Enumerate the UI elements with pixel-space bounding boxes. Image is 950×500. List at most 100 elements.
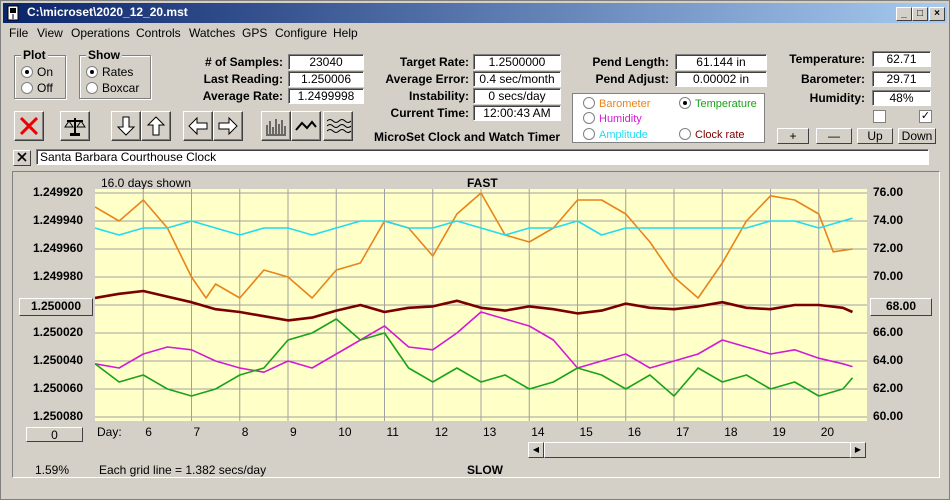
right-arrow-icon <box>218 116 238 136</box>
humidity-field: 48% <box>872 90 931 106</box>
histogram-button[interactable] <box>261 111 291 141</box>
center-right-value[interactable]: 68.00 <box>870 298 932 316</box>
shift-up-button[interactable]: Up <box>857 128 893 144</box>
wave-button[interactable] <box>323 111 353 141</box>
zoom-out-button[interactable]: — <box>816 128 852 144</box>
menu-view[interactable]: View <box>37 26 63 40</box>
center-left-value[interactable]: 1.250000 <box>19 298 93 316</box>
legend-temperature-label: Temperature <box>695 98 757 110</box>
left-axis-tick-label: 1.249980 <box>32 269 83 283</box>
window-title: C:\microset\2020_12_20.mst <box>27 5 188 19</box>
chart-panel <box>12 171 940 478</box>
left-axis-tick-label: 1.250080 <box>32 409 83 423</box>
menu-bar: File View Operations Controls Watches GP… <box>3 24 947 42</box>
average-rate-label: Average Rate: <box>202 89 283 103</box>
legend-barometer-label: Barometer <box>599 98 651 110</box>
menu-watches[interactable]: Watches <box>189 26 236 40</box>
menu-operations[interactable]: Operations <box>71 26 130 40</box>
legend-humidity-label: Humidity <box>599 113 642 125</box>
pend-adjust-field: 0.00002 in <box>675 71 767 87</box>
temperature-label: Temperature: <box>789 52 865 66</box>
legend-barometer-radio[interactable]: Barometer <box>583 97 650 110</box>
line-graph-button[interactable] <box>291 111 321 141</box>
series-legend: Barometer Temperature Humidity Amplitude… <box>572 93 765 143</box>
plot-on-radio[interactable]: On <box>21 65 53 79</box>
radio-icon <box>583 112 595 124</box>
menu-file[interactable]: File <box>9 26 29 40</box>
current-time-label: Current Time: <box>390 106 469 120</box>
clear-name-button[interactable] <box>13 150 31 166</box>
day-tick-label: 17 <box>676 425 690 439</box>
samples-field: 23040 <box>288 54 364 70</box>
option-checkbox-1[interactable] <box>873 110 886 123</box>
legend-clock-rate-radio[interactable]: Clock rate <box>679 128 745 141</box>
app-icon <box>7 5 19 21</box>
close-window-button[interactable]: × <box>929 7 945 21</box>
menu-gps[interactable]: GPS <box>242 26 268 40</box>
plot-off-label: Off <box>37 81 53 95</box>
plot-off-radio[interactable]: Off <box>21 81 53 95</box>
up-arrow-icon <box>146 116 166 136</box>
average-error-label: Average Error: <box>385 72 469 86</box>
zoom-in-button[interactable]: + <box>777 128 809 144</box>
scroll-right-arrow-icon[interactable]: ▶ <box>850 442 866 458</box>
left-arrow-icon <box>188 116 208 136</box>
balance-button[interactable] <box>60 111 90 141</box>
left-axis-tick-label: 1.250020 <box>32 325 83 339</box>
left-axis-tick-label: 1.250060 <box>32 381 83 395</box>
grid-note: Each grid line = 1.382 secs/day <box>99 463 267 477</box>
series-line-barometer <box>95 192 853 299</box>
scroll-right-button[interactable] <box>213 111 243 141</box>
target-rate-field: 1.2500000 <box>473 54 561 70</box>
scroll-up-button[interactable] <box>141 111 171 141</box>
scroll-left-button[interactable] <box>183 111 213 141</box>
series-line-amplitude <box>95 217 853 236</box>
show-boxcar-label: Boxcar <box>102 81 140 95</box>
temperature-field: 62.71 <box>872 51 931 67</box>
time-scrollbar[interactable]: ◀ ▶ <box>528 442 866 458</box>
menu-configure[interactable]: Configure <box>275 26 328 40</box>
right-axis-tick-label: 76.00 <box>873 185 904 199</box>
legend-amplitude-radio[interactable]: Amplitude <box>583 128 648 141</box>
instability-field: 0 secs/day <box>473 88 561 104</box>
shift-down-button[interactable]: Down <box>898 128 936 144</box>
scroll-left-arrow-icon[interactable]: ◀ <box>528 442 544 458</box>
option-checkbox-2[interactable]: ✓ <box>919 110 932 123</box>
day-tick-label: 15 <box>579 425 593 439</box>
radio-icon <box>679 128 691 140</box>
menu-help[interactable]: Help <box>333 26 358 40</box>
show-group: Show <box>79 48 151 99</box>
stop-button[interactable] <box>14 111 44 141</box>
zero-button[interactable]: 0 <box>26 427 83 442</box>
minimize-button[interactable]: _ <box>896 7 912 21</box>
legend-humidity-radio[interactable]: Humidity <box>583 112 642 125</box>
current-time-field: 12:00:43 AM <box>473 105 561 121</box>
scroll-thumb[interactable] <box>544 442 851 458</box>
legend-amplitude-label: Amplitude <box>599 129 648 141</box>
day-prefix: Day: <box>97 425 122 439</box>
day-tick-label: 12 <box>434 425 449 439</box>
pend-length-field: 61.144 in <box>675 54 767 70</box>
last-reading-field: 1.250006 <box>288 71 364 87</box>
wave-icon <box>327 119 351 133</box>
show-rates-radio[interactable]: Rates <box>86 65 133 79</box>
radio-icon <box>86 82 98 94</box>
scale-icon <box>64 118 86 136</box>
day-tick-label: 13 <box>483 425 497 439</box>
left-axis-tick-label: 1.250040 <box>32 353 83 367</box>
instability-label: Instability: <box>408 89 469 103</box>
right-axis-tick-label: 66.00 <box>873 325 904 339</box>
scroll-down-button[interactable] <box>111 111 141 141</box>
clock-name-input[interactable]: Santa Barbara Courthouse Clock <box>36 149 929 165</box>
day-tick-label: 14 <box>531 425 545 439</box>
red-x-icon <box>19 116 39 136</box>
samples-label: # of Samples: <box>204 55 283 69</box>
show-group-title: Show <box>86 48 122 62</box>
show-boxcar-radio[interactable]: Boxcar <box>86 81 139 95</box>
maximize-button[interactable]: □ <box>912 7 928 21</box>
menu-controls[interactable]: Controls <box>136 26 181 40</box>
barometer-label: Barometer: <box>800 72 865 86</box>
day-tick-label: 9 <box>290 425 297 439</box>
legend-temperature-radio[interactable]: Temperature <box>679 97 757 110</box>
